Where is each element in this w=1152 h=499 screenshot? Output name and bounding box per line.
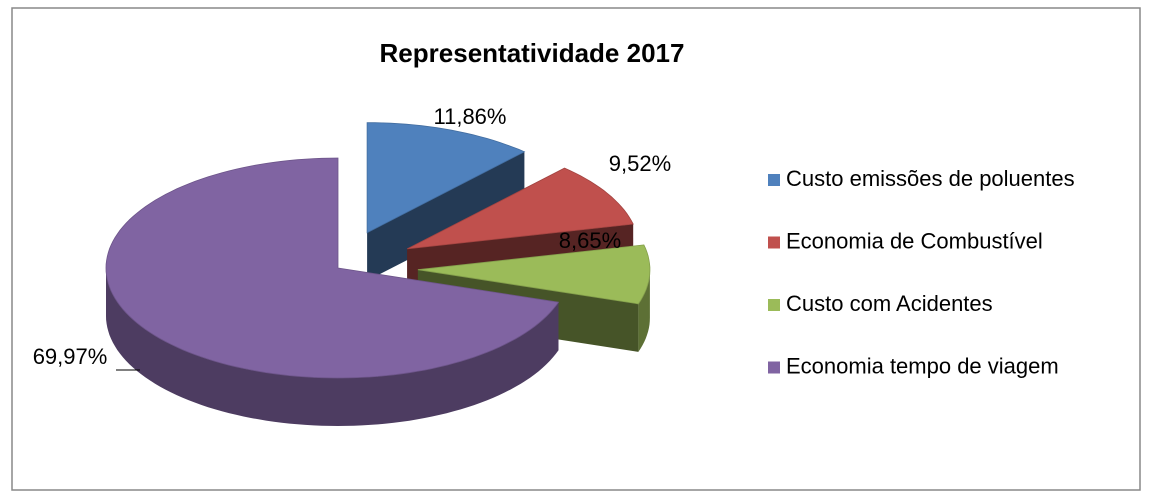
legend-label: Custo com Acidentes: [786, 291, 993, 316]
data-label: 11,86%: [434, 104, 507, 129]
legend-swatch: [768, 299, 780, 311]
data-label: 69,97%: [33, 344, 108, 369]
slice-wall: [106, 268, 559, 426]
legend-label: Custo emissões de poluentes: [786, 166, 1075, 191]
slice-wall: [638, 269, 650, 352]
legend-label: Economia tempo de viagem: [786, 353, 1059, 378]
legend-swatch: [768, 361, 780, 374]
legend-label: Economia de Combustível: [786, 228, 1043, 253]
legend-swatch: [768, 174, 780, 186]
slice: [417, 244, 651, 305]
chart-title: Representatividade 2017: [380, 38, 685, 68]
data-label: 8,65%: [559, 228, 621, 253]
slice: [366, 122, 526, 234]
legend-swatch: [768, 236, 780, 249]
slice: [407, 167, 634, 250]
slice-side: [367, 151, 525, 281]
slice: [105, 157, 560, 379]
data-label: 9,52%: [609, 151, 671, 176]
